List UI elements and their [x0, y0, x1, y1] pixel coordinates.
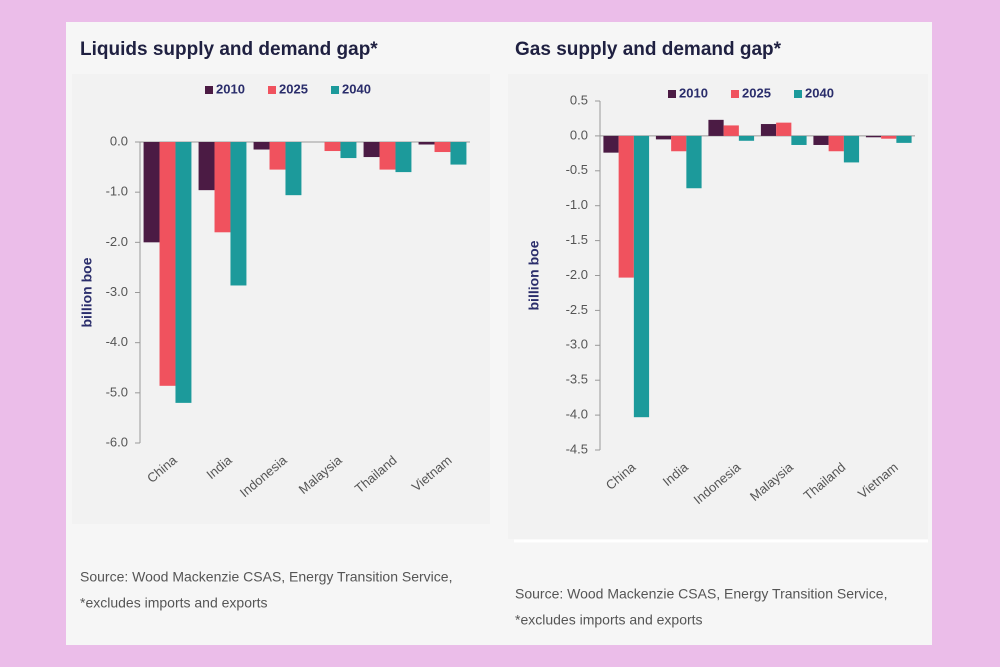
bar [434, 142, 451, 153]
legend-swatch [731, 90, 739, 98]
source: Source: Wood Mackenzie CSAS, Energy Tran… [515, 586, 887, 602]
bar [791, 135, 807, 145]
bar [843, 135, 860, 163]
y-tick-label: -3.0 [566, 337, 588, 352]
bar [686, 135, 702, 189]
bar [633, 135, 650, 418]
legend-label: 2010 [679, 85, 708, 100]
bar [618, 135, 634, 278]
bar [708, 119, 724, 136]
bar [896, 135, 912, 143]
bar [776, 122, 792, 136]
y-tick-label: 0.5 [570, 92, 588, 107]
note: *excludes imports and exports [80, 595, 268, 611]
bar [175, 142, 192, 403]
bar [379, 142, 396, 170]
legend-label: 2025 [742, 85, 771, 100]
y-tick-label: -6.0 [106, 434, 128, 449]
y-tick-label: -3.0 [106, 284, 128, 299]
bar [881, 135, 897, 139]
bar [198, 142, 215, 191]
chart-title: Liquids supply and demand gap* [80, 39, 378, 60]
legend-label: 2040 [805, 85, 834, 100]
bar [603, 135, 619, 153]
y-tick-label: -2.0 [106, 234, 128, 249]
bar [395, 142, 412, 173]
chart-title: Gas supply and demand gap* [515, 39, 782, 60]
y-tick-label: -1.0 [106, 184, 128, 199]
bar [450, 142, 467, 165]
note: *excludes imports and exports [515, 612, 703, 628]
legend-swatch [205, 86, 213, 94]
bar [159, 142, 176, 386]
y-tick-label: -3.5 [566, 372, 588, 387]
bar [340, 142, 357, 159]
y-tick-label: -1.5 [566, 232, 588, 247]
y-axis-title: billion boe [79, 257, 95, 327]
bar [828, 135, 844, 152]
legend-swatch [668, 90, 676, 98]
y-tick-label: -2.0 [566, 267, 588, 282]
bar [671, 135, 687, 152]
bar [324, 142, 341, 152]
y-tick-label: -0.5 [566, 162, 588, 177]
legend-label: 2040 [342, 81, 371, 96]
y-tick-label: -5.0 [106, 384, 128, 399]
bar [253, 142, 270, 150]
bar [214, 142, 231, 233]
legend-label: 2025 [279, 81, 308, 96]
bar [738, 135, 755, 141]
legend-swatch [331, 86, 339, 94]
bar [813, 135, 829, 145]
legend-swatch [794, 90, 802, 98]
legend-label: 2010 [216, 81, 245, 96]
source: Source: Wood Mackenzie CSAS, Energy Tran… [80, 569, 452, 585]
legend-swatch [268, 86, 276, 94]
y-tick-label: 0.0 [110, 133, 128, 148]
bar [865, 135, 882, 138]
bar [143, 142, 160, 243]
y-tick-label: -4.5 [566, 441, 588, 456]
y-tick-label: -1.0 [566, 197, 588, 212]
bar [269, 142, 286, 170]
bar [285, 142, 302, 196]
y-tick-label: -4.0 [106, 334, 128, 349]
bar [723, 125, 739, 136]
y-axis-title: billion boe [526, 240, 542, 310]
bar [760, 124, 777, 136]
y-tick-label: -2.5 [566, 302, 588, 317]
y-tick-label: 0.0 [570, 127, 588, 142]
bar [418, 142, 435, 145]
y-tick-label: -4.0 [566, 407, 588, 422]
bar [655, 135, 672, 140]
bar [230, 142, 247, 286]
bar [363, 142, 380, 158]
